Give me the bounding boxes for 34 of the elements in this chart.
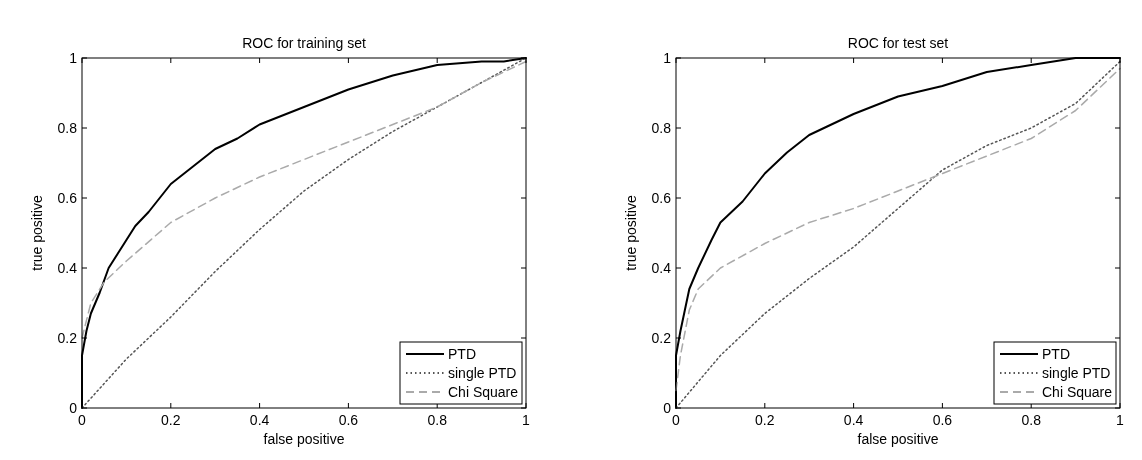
x-tick-label: 0.6	[932, 412, 953, 428]
y-tick-label: 0	[663, 400, 672, 416]
x-tick-label: 0.2	[755, 412, 775, 428]
x-tick-label: 0.8	[427, 412, 448, 428]
chart-title: ROC for test set	[847, 35, 949, 51]
y-axis-title: true positive	[623, 195, 639, 271]
legend-label: single PTD	[1042, 365, 1111, 381]
legend-label: PTD	[448, 346, 476, 362]
y-tick-label: 0.2	[57, 330, 78, 346]
y-tick-label: 0.4	[651, 260, 672, 276]
legend-label: Chi Square	[448, 384, 519, 400]
x-tick-label: 0.2	[161, 412, 181, 428]
y-tick-label: 0.4	[57, 260, 78, 276]
x-tick-label: 0.4	[249, 412, 270, 428]
y-axis-title: true positive	[29, 195, 45, 271]
x-tick-label: 1	[1116, 412, 1125, 428]
x-tick-label: 1	[522, 412, 531, 428]
legend-label: PTD	[1042, 346, 1070, 362]
y-tick-label: 0.8	[651, 120, 672, 136]
y-tick-label: 0	[69, 400, 78, 416]
x-axis-title: false positive	[263, 431, 345, 447]
x-tick-label: 0.8	[1021, 412, 1042, 428]
y-tick-label: 1	[69, 50, 78, 66]
y-tick-label: 0.2	[651, 330, 672, 346]
y-tick-label: 0.8	[57, 120, 78, 136]
x-axis-title: false positive	[857, 431, 939, 447]
y-tick-label: 1	[663, 50, 672, 66]
y-tick-label: 0.6	[651, 190, 672, 206]
x-tick-label: 0.6	[338, 412, 359, 428]
legend-label: Chi Square	[1042, 384, 1113, 400]
chart-title: ROC for training set	[242, 35, 366, 51]
legend-label: single PTD	[448, 365, 517, 381]
y-tick-label: 0.6	[57, 190, 78, 206]
x-tick-label: 0.4	[843, 412, 864, 428]
